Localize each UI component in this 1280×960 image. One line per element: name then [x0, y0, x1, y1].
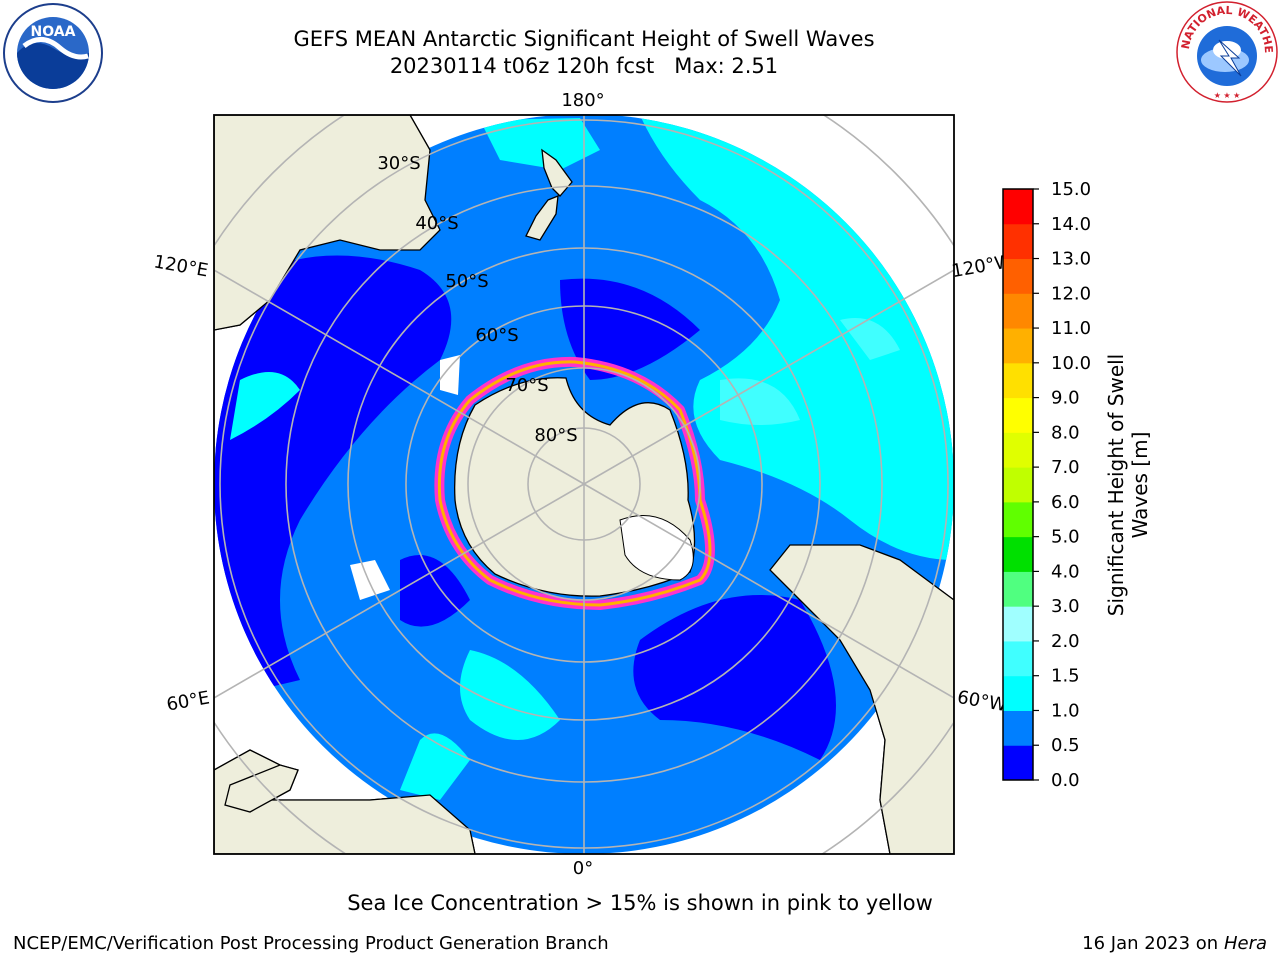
svg-text:★ ★ ★: ★ ★ ★ — [1214, 91, 1241, 100]
colorbar-frame — [1002, 188, 1034, 781]
lat-label-80s: 80°S — [534, 425, 577, 446]
lon-label-60e: 60°E — [165, 687, 211, 715]
lon-label-0: 0° — [573, 858, 593, 879]
lat-label-40s: 40°S — [415, 213, 458, 234]
lat-label-50s: 50°S — [445, 271, 488, 292]
colorbar-swatch — [1003, 223, 1033, 260]
colorbar-tick-label: 14.0 — [1051, 214, 1091, 235]
colorbar-tick-label: 9.0 — [1051, 388, 1080, 409]
colorbar-tick-label: 3.0 — [1051, 596, 1080, 617]
colorbar-tick-label: 5.0 — [1051, 527, 1080, 548]
colorbar: 0.0 0.5 1.0 1.5 2.0 3.0 4.0 5.0 6.0 7.0 8.0 9.0 10.0… — [1002, 179, 1091, 791]
nws-logo: NATIONAL WEATHER SERVICE ★ ★ ★ — [1175, 0, 1278, 103]
graticule — [214, 115, 954, 854]
colorbar-swatch — [1003, 258, 1033, 294]
chart-subtitle: 20230114 t06z 120h fcst Max: 2.51 — [389, 54, 779, 78]
colorbar-swatch — [1003, 397, 1033, 433]
colorbar-tick-label: 4.0 — [1051, 561, 1080, 582]
colorbar-swatch — [1003, 362, 1033, 399]
noaa-name: NOAA — [31, 24, 76, 40]
colorbar-label-line1: Significant Height of Swell — [1104, 353, 1128, 617]
swell-band-low — [214, 255, 452, 701]
colorbar-tick-label: 10.0 — [1051, 353, 1091, 374]
lat-label-70s: 70°S — [505, 375, 548, 396]
colorbar-tick-label: 15.0 — [1051, 179, 1091, 200]
colorbar-swatch — [1003, 745, 1033, 781]
land-new-zealand — [525, 148, 573, 241]
lat-label-60s: 60°S — [475, 325, 518, 346]
colorbar-swatch — [1003, 293, 1033, 329]
lat-label-30s: 30°S — [377, 153, 420, 174]
colorbar-swatch — [1003, 640, 1033, 677]
colorbar-tick-label: 1.5 — [1051, 666, 1080, 687]
colorbar-swatch — [1003, 432, 1033, 468]
colorbar-tick-label: 13.0 — [1051, 249, 1091, 270]
lon-label-60w: 60°W — [956, 687, 1009, 716]
colorbar-tick-label: 8.0 — [1051, 422, 1080, 443]
colorbar-tick-label: 2.0 — [1051, 631, 1080, 652]
footer-date-text: 16 Jan 2023 on — [1082, 933, 1224, 954]
colorbar-tick-label: 7.0 — [1051, 457, 1080, 478]
colorbar-label-line2: Waves [m] — [1128, 431, 1152, 539]
chart-title: GEFS MEAN Antarctic Significant Height o… — [293, 27, 875, 51]
colorbar-swatch — [1003, 467, 1033, 503]
colorbar-tick-label: 0.0 — [1051, 770, 1080, 791]
colorbar-swatch — [1003, 501, 1033, 538]
map-frame — [213, 114, 955, 855]
colorbar-swatch — [1003, 328, 1033, 364]
colorbar-swatch — [1003, 606, 1033, 642]
colorbar-tick-label: 0.5 — [1051, 735, 1080, 756]
colorbar-swatch — [1003, 189, 1033, 225]
colorbar-tick-label: 11.0 — [1051, 318, 1091, 339]
colorbar-swatch — [1003, 571, 1033, 607]
lon-label-120e: 120°E — [152, 251, 210, 281]
footer-date: 16 Jan 2023 on Hera — [1082, 933, 1267, 954]
sea-ice-caption: Sea Ice Concentration > 15% is shown in … — [347, 891, 933, 915]
colorbar-tick-label: 1.0 — [1051, 700, 1080, 721]
colorbar-swatch — [1003, 710, 1033, 746]
lon-label-180: 180° — [561, 90, 604, 111]
colorbar-swatch — [1003, 675, 1033, 711]
colorbar-tick-label: 6.0 — [1051, 492, 1080, 513]
footer-machine: Hera — [1223, 933, 1267, 954]
colorbar-tick-label: 12.0 — [1051, 283, 1091, 304]
noaa-logo: NOAA — [3, 3, 103, 103]
colorbar-swatch — [1003, 536, 1033, 572]
footer-credit: NCEP/EMC/Verification Post Processing Pr… — [13, 933, 609, 954]
